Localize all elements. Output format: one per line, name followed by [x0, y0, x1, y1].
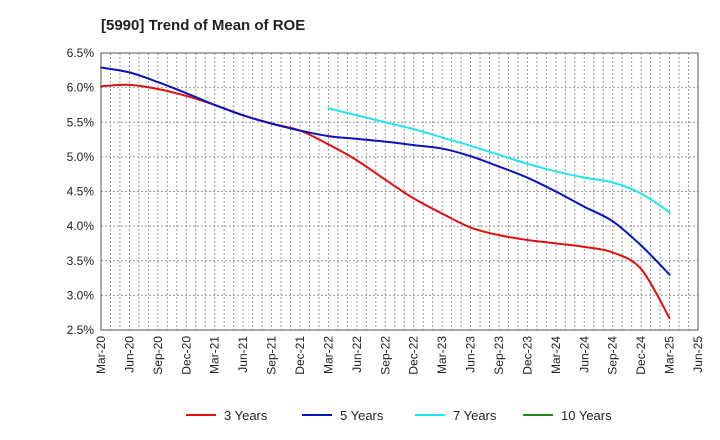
legend: 3 Years 5 Years 7 Years 10 Years: [186, 408, 612, 423]
x-tick-label: Dec-22: [407, 336, 421, 375]
x-tick-label: Dec-23: [520, 336, 534, 375]
plot-area-frame: [100, 52, 699, 331]
legend-label: 3 Years: [224, 408, 268, 423]
chart-title: [5990] Trend of Mean of ROE: [101, 17, 305, 34]
x-tick-label: Dec-21: [293, 336, 307, 375]
y-tick-label: 6.0%: [67, 81, 95, 95]
x-tick-label: Mar-25: [663, 336, 677, 374]
x-tick-label: Mar-24: [549, 336, 563, 374]
y-tick-label: 4.5%: [67, 185, 95, 199]
x-tick-label: Jun-22: [350, 336, 364, 373]
x-tick-label: Sep-23: [492, 336, 506, 375]
y-tick-label: 3.0%: [67, 288, 95, 302]
y-tick-label: 2.5%: [67, 323, 95, 337]
x-tick-label: Dec-24: [634, 336, 648, 375]
legend-label: 10 Years: [561, 408, 612, 423]
x-tick-label: Mar-20: [94, 336, 108, 374]
y-tick-label: 6.5%: [67, 46, 95, 60]
x-tick-label: Mar-21: [208, 336, 222, 374]
series-layer: [100, 66, 671, 320]
x-tick-label: Mar-22: [321, 336, 335, 374]
x-tick-label: Sep-20: [151, 336, 165, 375]
x-tick-label: Jun-24: [577, 336, 591, 373]
x-tick-label: Jun-25: [691, 336, 705, 373]
x-tick-label: Sep-24: [606, 336, 620, 375]
legend-label: 5 Years: [340, 408, 384, 423]
y-tick-label: 4.0%: [67, 219, 95, 233]
legend-label: 7 Years: [453, 408, 497, 423]
x-tick-label: Jun-21: [236, 336, 250, 373]
x-tick-label: Jun-20: [122, 336, 136, 373]
x-tick-label: Dec-20: [179, 336, 193, 375]
series-line-3: [327, 107, 671, 214]
x-axis: Mar-20 Jun-20 Sep-20 Dec-20 Mar-21 Jun-21 Sep-…: [94, 336, 705, 375]
x-tick-label: Jun-23: [464, 336, 478, 373]
series-line-2: [100, 66, 671, 276]
x-tick-label: Sep-21: [265, 336, 279, 375]
x-tick-label: Mar-23: [435, 336, 449, 374]
x-tick-label: Sep-22: [378, 336, 392, 375]
y-axis: 6.5% 6.0% 5.5% 5.0% 4.5% 4.0% 3.5% 3.0% 2.5%: [67, 46, 95, 337]
series-line-1: [100, 83, 671, 320]
y-tick-label: 5.0%: [67, 150, 95, 164]
y-tick-label: 3.5%: [67, 254, 95, 268]
y-tick-label: 5.5%: [67, 115, 95, 129]
